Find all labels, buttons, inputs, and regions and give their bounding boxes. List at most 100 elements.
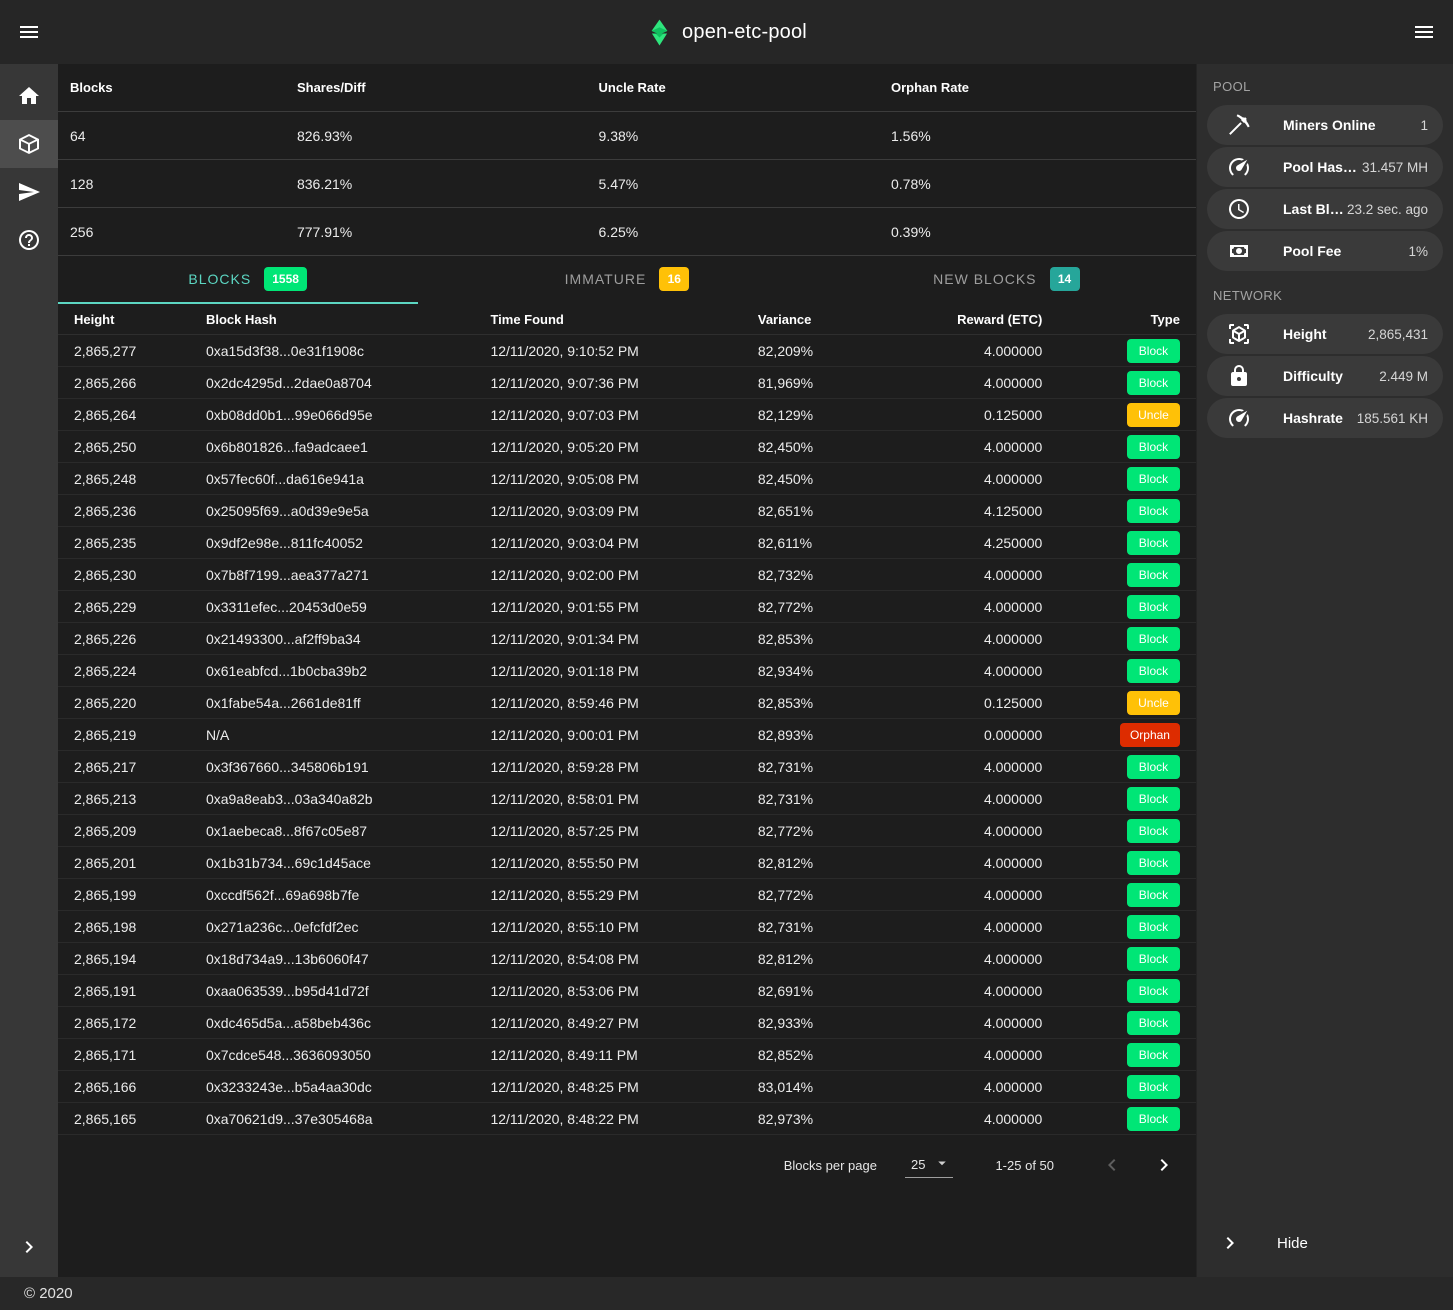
send-icon — [19, 183, 40, 201]
block-hash-link[interactable]: 0x2dc4295d...2dae0a8704 — [205, 374, 372, 391]
block-variance: 82,812% — [757, 854, 814, 871]
table-row: 2,865,194 0x18d734a9...13b6060f47 12/11/20… — [58, 943, 1196, 975]
block-hash-link[interactable]: 0x1b31b734...69c1d45ace — [205, 854, 371, 871]
per-page-select[interactable]: 25 — [904, 1152, 954, 1178]
lock-icon — [1231, 365, 1247, 386]
block-type: Block — [1042, 1042, 1196, 1067]
block-hash-link[interactable]: 0xdc465d5a...a58beb436c — [205, 1014, 371, 1031]
summary-cell: 836.21% — [296, 175, 353, 192]
block-time: 12/11/2020, 9:02:00 PM — [490, 566, 639, 583]
type-badge: Block — [1126, 658, 1180, 683]
block-hash-link[interactable]: 0x21493300...af2ff9ba34 — [205, 630, 361, 647]
block-hash-link[interactable]: 0x271a236c...0efcfdf2ec — [205, 918, 359, 935]
summary-cell: 1.56% — [890, 127, 931, 144]
type-badge: Block — [1126, 786, 1180, 811]
block-hash-link[interactable]: 0x9df2e98e...811fc40052 — [205, 534, 363, 551]
block-hash-link[interactable]: 0x3233243e...b5a4aa30dc — [205, 1078, 372, 1095]
expand-sidebar-button[interactable] — [0, 1235, 58, 1259]
sidebar-item-help[interactable] — [0, 216, 58, 264]
block-variance: 82,772% — [757, 598, 814, 615]
summary-cell: 256 — [70, 223, 94, 240]
block-hash-link[interactable]: 0x57fec60f...da616e941a — [205, 470, 364, 487]
block-hash-link[interactable]: 0x25095f69...a0d39e9e5a — [205, 502, 369, 519]
block-hash-link[interactable]: 0x1fabe54a...2661de81ff — [205, 694, 361, 711]
block-time: 12/11/2020, 8:54:08 PM — [490, 950, 639, 967]
block-variance: 81,969% — [757, 374, 814, 391]
pickaxe-icon — [1229, 114, 1250, 135]
block-hash-link[interactable]: 0x7cdce548...3636093050 — [205, 1046, 371, 1063]
type-badge: Block — [1126, 530, 1180, 555]
block-reward: 4.000000 — [983, 822, 1043, 839]
type-badge: Block — [1126, 1010, 1180, 1035]
type-badge: Block — [1126, 338, 1180, 363]
block-hash-link[interactable]: 0x1aebeca8...8f67c05e87 — [205, 822, 368, 839]
summary-column-header: Shares/Diff — [296, 80, 366, 95]
block-type: Block — [1042, 1010, 1196, 1035]
previous-page-button[interactable] — [1100, 1153, 1124, 1177]
network-stat-value: 2,865,431 — [1367, 326, 1428, 342]
chevron-right-icon — [1226, 1237, 1234, 1249]
network-stat-value: 185.561 KH — [1356, 410, 1428, 426]
block-hash-link[interactable]: 0x7b8f7199...aea377a271 — [205, 566, 369, 583]
type-badge: Block — [1126, 498, 1180, 523]
network-panel-title: NETWORK — [1213, 288, 1283, 303]
block-hash-link[interactable]: 0xa70621d9...37e305468a — [205, 1110, 373, 1127]
table-row: 2,865,219 N/A 12/11/2020, 9:00:01 PM 82,893… — [58, 719, 1196, 751]
next-page-button[interactable] — [1152, 1153, 1176, 1177]
tab-label: NEW BLOCKS — [933, 271, 1037, 287]
clock-icon — [1227, 197, 1251, 221]
pool-stat-label: Last Block Found — [1283, 201, 1347, 217]
block-variance: 82,853% — [757, 694, 814, 711]
block-hash-link[interactable]: 0x3f367660...345806b191 — [205, 758, 369, 775]
network-stat: Difficulty 2.449 M — [1207, 356, 1443, 396]
sidebar-item-blocks[interactable] — [0, 120, 58, 168]
tab-blocks[interactable]: BLOCKS 1558 — [58, 256, 437, 302]
menu-icon-right[interactable] — [1412, 20, 1436, 44]
speedometer-icon — [1229, 409, 1249, 427]
pool-stat-value: 23.2 sec. ago — [1346, 201, 1428, 217]
pool-stat: Pool Fee 1% — [1207, 231, 1443, 271]
summary-cell: 826.93% — [296, 127, 353, 144]
table-row: 2,865,226 0x21493300...af2ff9ba34 12/11/20… — [58, 623, 1196, 655]
block-hash-link[interactable]: 0xa9a8eab3...03a340a82b — [205, 790, 373, 807]
blocks-column-header: Time Found — [490, 311, 564, 327]
pool-stat-label: Pool Fee — [1283, 243, 1342, 259]
block-reward: 4.000000 — [983, 662, 1043, 679]
type-badge: Orphan — [1119, 722, 1180, 747]
tab-count-badge: 1558 — [264, 267, 307, 291]
tab-immature[interactable]: IMMATURE 16 — [437, 256, 816, 302]
block-height: 2,865,219 — [74, 726, 137, 743]
block-reward: 0.125000 — [983, 694, 1043, 711]
block-hash-link[interactable]: 0xaa063539...b95d41d72f — [205, 982, 369, 999]
table-row: 2,865,217 0x3f367660...345806b191 12/11/20… — [58, 751, 1196, 783]
block-hash-link[interactable]: 0x61eabfcd...1b0cba39b2 — [205, 662, 368, 679]
table-row: 2,865,264 0xb08dd0b1...99e066d95e 12/11/20… — [58, 399, 1196, 431]
block-time: 12/11/2020, 9:03:09 PM — [490, 502, 639, 519]
block-hash-link[interactable]: 0x3311efec...20453d0e59 — [205, 598, 367, 615]
block-variance: 82,772% — [757, 886, 814, 903]
type-badge: Block — [1126, 882, 1180, 907]
block-reward: 4.000000 — [983, 1014, 1043, 1031]
tab-new-blocks[interactable]: NEW BLOCKS 14 — [817, 256, 1196, 302]
block-type: Block — [1042, 626, 1196, 651]
block-variance: 82,129% — [757, 406, 814, 423]
page-range: 1-25 of 50 — [995, 1157, 1054, 1173]
block-hash-link[interactable]: 0x18d734a9...13b6060f47 — [205, 950, 369, 967]
network-stat-label: Height — [1283, 326, 1327, 342]
menu-icon[interactable] — [17, 20, 41, 44]
block-height: 2,865,165 — [74, 1110, 137, 1127]
table-row: 2,865,171 0x7cdce548...3636093050 12/11/20… — [58, 1039, 1196, 1071]
block-hash-link[interactable]: 0xb08dd0b1...99e066d95e — [205, 406, 373, 423]
summary-row: 256 777.91% 6.25% 0.39% — [58, 208, 1196, 256]
clock-icon — [1229, 199, 1249, 219]
app-title: open-etc-pool — [682, 20, 807, 43]
block-hash-link[interactable]: 0x6b801826...fa9adcaee1 — [205, 438, 368, 455]
block-hash-link[interactable]: 0xa15d3f38...0e31f1908c — [205, 342, 364, 359]
block-hash-link[interactable]: 0xccdf562f...69a698b7fe — [205, 886, 360, 903]
sidebar-item-home[interactable] — [0, 72, 58, 120]
hide-panel-button[interactable]: Hide — [1197, 1215, 1453, 1271]
sidebar-item-payments[interactable] — [0, 168, 58, 216]
block-reward: 4.000000 — [983, 438, 1043, 455]
block-variance: 82,450% — [757, 470, 814, 487]
